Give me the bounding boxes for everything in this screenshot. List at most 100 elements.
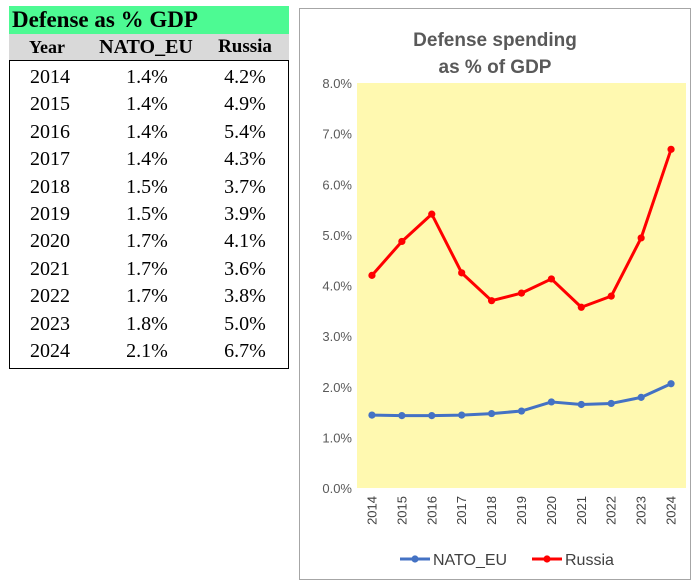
header-russia: Russia [218, 36, 272, 57]
data-point-nato-eu [428, 412, 436, 420]
plot-area [357, 83, 686, 488]
series-group [368, 145, 675, 420]
cell-year: 2022 [30, 285, 70, 308]
y-tick-label: 7.0% [322, 127, 352, 142]
table-row: 2023 1.8% 5.0% [10, 311, 288, 338]
legend-marker-russia [543, 555, 551, 563]
data-point-russia [517, 289, 526, 297]
x-tick-label: 2023 [634, 496, 649, 525]
data-point-russia [547, 275, 556, 283]
cell-nato-eu: 1.5% [126, 202, 168, 225]
data-point-nato-eu [487, 409, 496, 418]
cell-nato-eu: 1.4% [126, 93, 168, 116]
cell-year: 2023 [30, 312, 70, 335]
data-point-russia [458, 269, 466, 277]
x-tick-label: 2015 [394, 496, 409, 525]
data-point-nato-eu [547, 398, 556, 406]
data-point-nato-eu [607, 399, 615, 408]
data-point-russia [667, 145, 675, 153]
legend-label-nato-eu: NATO_EU [433, 552, 507, 569]
data-point-russia [577, 303, 585, 311]
table-row: 2017 1.4% 4.3% [10, 146, 288, 173]
table-row: 2019 1.5% 3.9% [10, 201, 288, 228]
y-tick-label: 5.0% [322, 228, 352, 243]
cell-nato-eu: 1.4% [126, 66, 168, 88]
data-point-nato-eu [637, 393, 645, 401]
cell-year: 2015 [30, 93, 70, 116]
cell-russia: 6.7% [224, 339, 266, 362]
chart-title-line-2: as % of GDP [438, 57, 552, 78]
cell-nato-eu: 1.8% [126, 312, 168, 335]
x-tick-label: 2021 [574, 496, 589, 525]
data-point-nato-eu [458, 411, 466, 419]
cell-russia: 4.9% [224, 93, 266, 116]
y-tick-label: 8.0% [322, 76, 352, 91]
cell-year: 2019 [30, 202, 70, 225]
table-row: 2022 1.7% 3.8% [10, 283, 288, 310]
x-tick-label: 2018 [484, 496, 499, 525]
x-tick-label: 2019 [514, 496, 529, 525]
cell-russia: 5.0% [224, 312, 266, 335]
cell-russia: 3.9% [224, 202, 266, 225]
cell-year: 2014 [30, 66, 70, 88]
data-point-russia [368, 271, 376, 279]
cell-russia: 3.7% [224, 175, 266, 198]
data-point-russia [428, 210, 436, 218]
cell-year: 2017 [30, 148, 70, 171]
data-point-russia [637, 234, 645, 242]
cell-year: 2024 [30, 339, 70, 362]
table-row: 2014 1.4% 4.2% [10, 64, 288, 91]
x-tick-label: 2014 [364, 496, 379, 525]
x-axis: 2014 2015 2016 2017 2018 2019 2020 2021 2022 2023… [364, 496, 678, 525]
x-tick-label: 2016 [424, 496, 439, 525]
cell-year: 2018 [30, 175, 70, 198]
cell-russia: 3.8% [224, 285, 266, 308]
y-axis: 0.0% 1.0% 2.0% 3.0% 4.0% 5.0% 6.0% 7.0% 8.0% [322, 76, 352, 496]
data-point-russia [607, 292, 615, 300]
cell-russia: 3.6% [224, 257, 266, 280]
y-tick-label: 3.0% [322, 329, 352, 344]
table-row: 2024 2.1% 6.7% [10, 338, 288, 365]
table-row: 2018 1.5% 3.7% [10, 174, 288, 201]
table-row: 2016 1.4% 5.4% [10, 119, 288, 146]
cell-year: 2020 [30, 230, 70, 253]
data-point-nato-eu [517, 407, 526, 415]
table-header-row: Year NATO_EU Russia [9, 34, 289, 60]
y-tick-label: 1.0% [322, 430, 352, 445]
cell-year: 2016 [30, 120, 70, 143]
table-body: 2014 1.4% 4.2% 2015 1.4% 4.9% 2016 1.4% 5.4% 2… [9, 60, 289, 370]
cell-nato-eu: 2.1% [126, 339, 168, 362]
cell-russia: 4.1% [224, 230, 266, 253]
y-tick-label: 2.0% [322, 380, 352, 395]
header-nato-eu: NATO_EU [99, 36, 193, 58]
table-title: Defense as % GDP [9, 6, 289, 34]
y-tick-label: 4.0% [322, 279, 352, 294]
cell-nato-eu: 1.4% [126, 120, 168, 143]
x-tick-label: 2024 [664, 496, 679, 525]
chart-title-line-1: Defense spending [413, 30, 577, 51]
cell-nato-eu: 1.7% [126, 257, 168, 280]
data-point-russia [487, 297, 496, 305]
cell-nato-eu: 1.7% [126, 230, 168, 253]
legend-label-russia: Russia [565, 552, 614, 569]
data-point-nato-eu [667, 380, 675, 388]
table-row: 2015 1.4% 4.9% [10, 91, 288, 118]
cell-russia: 4.2% [224, 66, 266, 88]
cell-nato-eu: 1.4% [126, 148, 168, 171]
cell-russia: 5.4% [224, 120, 266, 143]
data-point-nato-eu [368, 411, 376, 419]
spending-table: Defense as % GDP Year NATO_EU Russia 201… [9, 6, 289, 370]
data-point-russia [398, 237, 406, 246]
x-tick-label: 2020 [544, 496, 559, 525]
table-row: 2020 1.7% 4.1% [10, 228, 288, 255]
header-year: Year [29, 37, 65, 57]
chart-canvas: 0.0% 1.0% 2.0% 3.0% 4.0% 5.0% 6.0% 7.0% 8.0% 201… [322, 76, 686, 569]
x-tick-label: 2017 [454, 496, 469, 525]
cell-nato-eu: 1.7% [126, 285, 168, 308]
legend-marker-nato-eu [411, 555, 419, 563]
data-point-nato-eu [577, 400, 585, 409]
data-point-nato-eu [398, 412, 406, 420]
y-tick-label: 6.0% [322, 177, 352, 192]
cell-year: 2021 [30, 257, 70, 280]
line-chart: Defense spending as % of GDP 0.0% 1.0% 2.0… [299, 8, 691, 580]
